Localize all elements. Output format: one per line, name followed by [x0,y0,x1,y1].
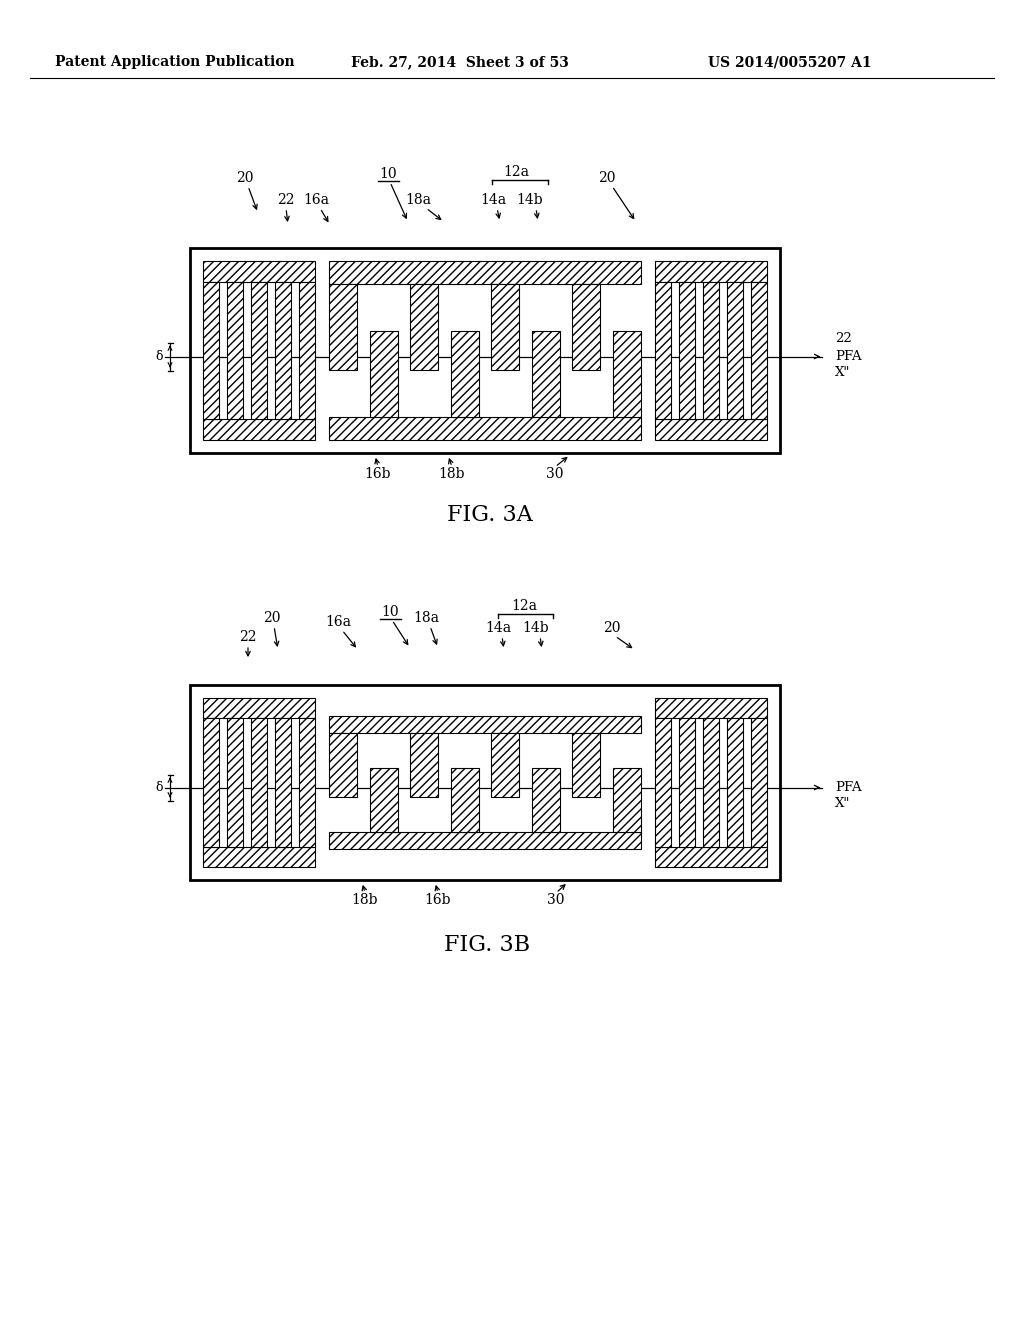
Text: X": X" [835,366,850,379]
Bar [751,282,767,418]
Text: 14b: 14b [517,193,544,207]
Bar [190,685,780,880]
Bar [702,282,719,418]
Text: 14a: 14a [485,620,511,635]
Bar [329,417,641,440]
Bar [492,734,519,797]
Bar [203,698,315,718]
Bar [227,718,244,846]
Text: 22: 22 [278,193,295,207]
Text: 22: 22 [240,630,257,644]
Bar [370,768,397,832]
Text: 10: 10 [381,605,398,619]
Bar [251,282,267,418]
Text: 16b: 16b [365,467,391,480]
Text: 18b: 18b [438,467,465,480]
Bar [727,718,743,846]
Text: 18a: 18a [406,193,431,207]
Bar [613,768,641,832]
Text: 12a: 12a [511,599,537,612]
Text: 16a: 16a [325,615,351,630]
Bar [531,330,560,417]
Bar [251,718,267,846]
Bar [411,734,438,797]
Bar [329,715,641,734]
Text: 20: 20 [603,620,621,635]
Bar [655,418,767,440]
Text: 10: 10 [379,168,397,181]
Bar [299,282,315,418]
Bar [274,282,291,418]
Text: FIG. 3B: FIG. 3B [444,935,530,956]
Text: FIG. 3A: FIG. 3A [447,504,532,525]
Text: Patent Application Publication: Patent Application Publication [55,55,295,69]
Text: PFA: PFA [835,781,861,795]
Bar [329,832,641,849]
Bar [451,768,478,832]
Bar [274,718,291,846]
Bar [203,282,219,418]
Bar [203,418,315,440]
Text: 30: 30 [547,894,565,907]
Bar [613,330,641,417]
Bar [203,718,219,846]
Bar [492,284,519,371]
Bar [203,261,315,282]
Text: δ: δ [156,781,163,795]
Bar [370,330,397,417]
Text: 14a: 14a [480,193,506,207]
Text: 16b: 16b [425,894,452,907]
Bar [227,282,244,418]
Text: X": X" [835,797,850,810]
Text: 12a: 12a [503,165,529,180]
Bar [531,768,560,832]
Bar [751,718,767,846]
Bar [451,330,478,417]
Bar [329,284,357,371]
Text: 20: 20 [237,172,254,185]
Bar [655,261,767,282]
Bar [572,284,600,371]
Text: 14b: 14b [522,620,549,635]
Bar [655,282,672,418]
Text: US 2014/0055207 A1: US 2014/0055207 A1 [709,55,871,69]
Bar [655,698,767,718]
Text: 20: 20 [263,611,281,624]
Text: Feb. 27, 2014  Sheet 3 of 53: Feb. 27, 2014 Sheet 3 of 53 [351,55,569,69]
Bar [655,846,767,867]
Bar [299,718,315,846]
Text: PFA: PFA [835,350,861,363]
Text: 30: 30 [546,467,564,480]
Text: 16a: 16a [303,193,329,207]
Bar [329,261,641,284]
Bar [702,718,719,846]
Text: 18b: 18b [352,894,378,907]
Bar [727,282,743,418]
Text: δ: δ [156,350,163,363]
Bar [572,734,600,797]
Text: 20: 20 [598,172,615,185]
Bar [329,734,357,797]
Bar [190,248,780,453]
Bar [655,718,672,846]
Bar [411,284,438,371]
Bar [203,846,315,867]
Bar [679,718,695,846]
Text: 18a: 18a [413,611,439,624]
Text: 22: 22 [835,333,852,345]
Bar [679,282,695,418]
